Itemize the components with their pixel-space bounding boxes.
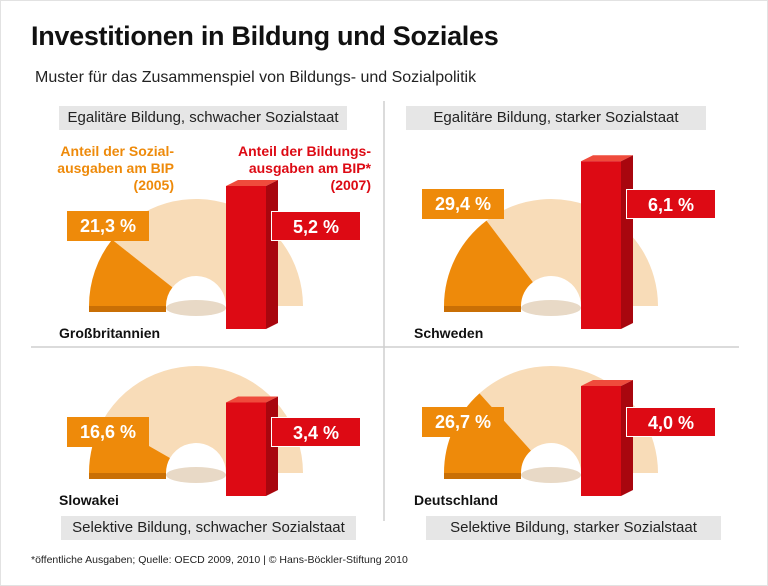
arc-hole-shadow <box>521 300 581 316</box>
education-bar <box>581 386 621 496</box>
pattern-label: Selektive Bildung, schwacher Sozialstaat <box>61 516 356 540</box>
education-value-label: 6,1 % <box>626 189 716 219</box>
education-bar-top <box>581 380 633 386</box>
pattern-label: Egalitäre Bildung, schwacher Sozialstaat <box>59 106 347 130</box>
social-value-label: 21,3 % <box>67 211 149 241</box>
footnote: *öffentliche Ausgaben; Quelle: OECD 2009… <box>31 554 408 566</box>
social-share-arc <box>89 239 173 306</box>
education-bar <box>581 161 621 329</box>
arc-side <box>444 306 521 312</box>
education-bar-top <box>581 155 633 162</box>
pattern-label: Egalitäre Bildung, starker Sozialstaat <box>406 106 706 130</box>
education-bar <box>226 402 266 496</box>
education-bar-top <box>226 180 278 186</box>
arc-hole-shadow <box>166 467 226 483</box>
education-value-label: 5,2 % <box>271 211 361 241</box>
education-bar-side <box>266 180 278 329</box>
country-name: Schweden <box>414 325 484 341</box>
education-value-label: 3,4 % <box>271 417 361 447</box>
pattern-label: Selektive Bildung, starker Sozialstaat <box>426 516 721 540</box>
social-value-label: 29,4 % <box>422 189 504 219</box>
education-bar-side <box>621 155 633 329</box>
arc-side <box>444 473 521 479</box>
education-bar <box>226 186 266 329</box>
social-value-label: 26,7 % <box>422 407 504 437</box>
social-share-arc <box>444 220 533 306</box>
arc-hole-shadow <box>166 300 226 316</box>
arc-side <box>89 473 166 479</box>
arc-hole-shadow <box>521 467 581 483</box>
social-value-label: 16,6 % <box>67 417 149 447</box>
page-title: Investitionen in Bildung und Soziales <box>31 21 499 51</box>
subtitle: Muster für das Zusammenspiel von Bildung… <box>35 69 477 86</box>
country-name: Großbritannien <box>59 325 161 341</box>
legend-education: Anteil der Bildungs- ausgaben am BIP* (2… <box>238 143 371 193</box>
country-name: Slowakei <box>59 492 119 508</box>
education-bar-side <box>621 380 633 496</box>
education-value-label: 4,0 % <box>626 407 716 437</box>
education-bar-top <box>226 396 278 403</box>
arc-side <box>89 306 166 312</box>
country-name: Deutschland <box>414 492 499 508</box>
legend-social: Anteil der Sozial- ausgaben am BIP (2005… <box>57 143 174 193</box>
